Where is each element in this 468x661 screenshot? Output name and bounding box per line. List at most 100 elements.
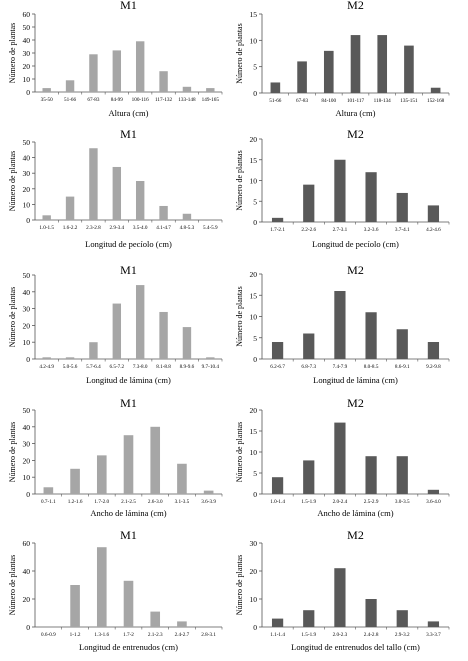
chart-5-y-tick-label: 30 — [23, 305, 31, 314]
chart-7-category-label: 3.6-3.9 — [201, 499, 216, 505]
chart-8-bar — [271, 477, 284, 494]
chart-4-y-tick-label: 10 — [250, 177, 258, 186]
chart-10-category-label: 1.5-1.9 — [301, 632, 316, 638]
chart-5-bar — [89, 342, 98, 359]
chart-5-bar — [65, 357, 75, 359]
chart-8-category-label: 3.0-3.5 — [395, 499, 410, 505]
chart-10-y-tick-label: 20 — [250, 567, 258, 576]
chart-8-y-tick-label: 10 — [250, 448, 258, 457]
chart-1-y-tick-label: 0 — [26, 88, 30, 97]
chart-6-y-tick-label: 20 — [250, 270, 258, 279]
chart-7-y-tick-label: 0 — [26, 490, 30, 499]
chart-6-category-label: 9.2-9.8 — [426, 364, 441, 370]
chart-4-category-label: 4.2-4.6 — [426, 227, 441, 233]
chart-10-y-tick-label: 30 — [250, 539, 258, 548]
chart-6-category-label: 8.6-9.1 — [395, 364, 410, 370]
chart-7-title: M1 — [120, 396, 137, 410]
chart-3-category-label: 1.6-2.2 — [63, 225, 78, 231]
chart-5-bar — [206, 357, 215, 359]
chart-3-bar — [135, 181, 145, 220]
chart-10-category-label: 2.9-3.2 — [395, 632, 410, 638]
chart-9-y-tick-label: 60 — [23, 539, 31, 548]
chart-8-category-label: 2.5-2.9 — [364, 499, 379, 505]
chart-6-category-label: 6.2-6.7 — [270, 364, 285, 370]
chart-6-y-tick-label: 0 — [253, 355, 257, 364]
chart-9-y-tick-label: 40 — [23, 567, 31, 576]
chart-1-bar — [112, 50, 122, 92]
chart-9-y-tick-label: 0 — [26, 623, 30, 632]
chart-2-y-tick-label: 15 — [250, 10, 258, 19]
chart-1-bar — [182, 86, 192, 92]
chart-9-bar — [150, 611, 161, 627]
chart-5-bar — [42, 357, 51, 359]
chart-5-bar — [182, 327, 192, 359]
chart-6-bar — [396, 329, 408, 359]
chart-7-bar — [70, 468, 80, 494]
chart-8-category-label: 1.0-1.4 — [270, 499, 285, 505]
chart-3-y-tick-label: 40 — [23, 154, 31, 163]
chart-10-category-label: 2.4-2.8 — [364, 632, 379, 638]
chart-4-bar — [303, 184, 315, 222]
chart-1-title: M1 — [120, 0, 137, 12]
chart-4-bar — [271, 217, 284, 222]
chart-1-y-tick-label: 60 — [23, 10, 31, 19]
chart-3-y-tick-label: 50 — [23, 138, 31, 147]
chart-3-y-tick-label: 0 — [26, 216, 30, 225]
chart-3-y-axis-label: Número de plantas — [8, 151, 17, 211]
chart-5-category-label: 8.9-9.6 — [180, 364, 195, 370]
chart-1-category-label: 51-66 — [64, 97, 77, 103]
chart-3-category-label: 4.8-5.3 — [180, 225, 195, 231]
chart-3-category-label: 5.4-5.9 — [203, 225, 218, 231]
chart-9-category-label: 2.8-3.1 — [201, 632, 216, 638]
chart-4-y-tick-label: 20 — [250, 135, 258, 144]
chart-4-category-label: 1.7-2.1 — [270, 227, 285, 233]
chart-2-category-label: 152-168 — [427, 98, 445, 104]
chart-9-title: M1 — [120, 528, 137, 542]
chart-3-bar — [65, 196, 75, 220]
chart-8-title: M2 — [347, 396, 364, 410]
chart-4-bar — [365, 172, 377, 222]
chart-1-y-tick-label: 40 — [23, 36, 31, 45]
chart-1: 0 10 20 30 40 50 60 35-50 51-66 67-83 84-99 100-116… — [8, 0, 223, 118]
chart-10-category-label: 2.0-2.3 — [333, 632, 348, 638]
chart-7-category-label: 1.7-2.0 — [94, 499, 109, 505]
chart-7-y-tick-label: 10 — [23, 473, 31, 482]
chart-5-category-label: 9.7-10.4 — [202, 364, 220, 370]
chart-8-bar — [365, 456, 377, 494]
chart-7-y-tick-label: 20 — [23, 456, 31, 465]
chart-7-bar — [177, 463, 187, 494]
chart-2-category-label: 135-151 — [400, 98, 418, 104]
chart-7-bar — [150, 426, 161, 494]
chart-4-category-label: 2.7-3.1 — [333, 227, 348, 233]
chart-8-x-axis-label: Ancho de lámina (cm) — [317, 508, 393, 518]
chart-4-x-axis-label: Longitud de pecíolo (cm) — [312, 239, 399, 249]
chart-4-y-tick-label: 0 — [253, 218, 257, 227]
chart-1-category-label: 100-116 — [132, 97, 150, 103]
chart-5-y-axis-label: Número de plantas — [8, 287, 17, 347]
chart-6-y-tick-label: 15 — [250, 291, 258, 300]
chart-9-bar — [123, 580, 134, 627]
chart-2-x-axis-label: Altura (cm) — [336, 108, 376, 118]
chart-1-y-tick-label: 20 — [23, 62, 31, 71]
chart-6-bar — [334, 291, 346, 359]
chart-2-category-label: 51-66 — [269, 98, 282, 104]
chart-3-bar — [89, 148, 98, 220]
chart-9-bar — [70, 585, 80, 627]
chart-8-bar — [334, 422, 346, 494]
chart-1-category-label: 35-50 — [41, 97, 54, 103]
chart-6-bar — [427, 342, 440, 359]
chart-1-bar — [89, 54, 98, 92]
chart-7-x-axis-label: Ancho de lámina (cm) — [90, 508, 166, 518]
chart-7: 0 10 20 30 40 50 0.7-1.1 1.2-1.6 1.7-2.0 2.1-2.5 2… — [8, 396, 223, 518]
chart-9-bar — [177, 621, 187, 627]
chart-1-y-tick-label: 10 — [23, 75, 31, 84]
chart-6: 0 5 10 15 20 6.2-6.7 6.8-7.3 7.4-7.9 8.0-8.5 8.6-… — [235, 263, 450, 385]
chart-5-y-tick-label: 20 — [23, 321, 31, 330]
chart-9-y-tick-label: 20 — [23, 595, 31, 604]
chart-1-category-label: 67-83 — [87, 97, 100, 103]
chart-9-category-label: 1.7-2 — [123, 632, 134, 638]
chart-7-bar — [43, 487, 54, 494]
chart-10: 0 10 20 30 1.1-1.4 1.5-1.9 2.0-2.3 2.4-2.8 2.9-3… — [235, 528, 450, 652]
chart-6-y-tick-label: 10 — [250, 313, 258, 322]
